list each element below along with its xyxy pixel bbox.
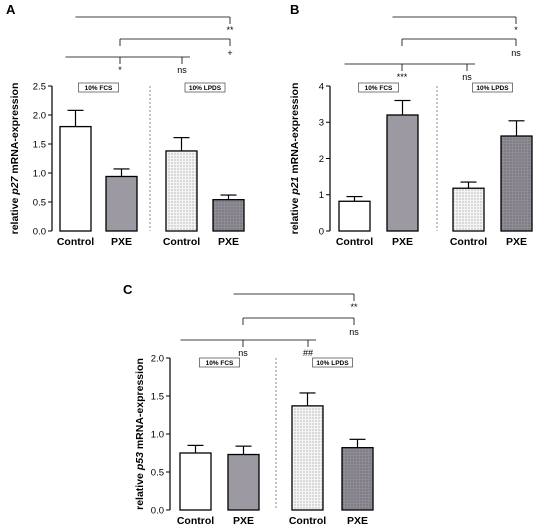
significance-label: **: [226, 25, 234, 35]
category-label: PXE: [218, 236, 239, 248]
category-label: Control: [336, 236, 373, 248]
panel-letter: A: [6, 2, 16, 17]
y-tick-label: 0.0: [151, 505, 164, 516]
category-label: PXE: [506, 236, 527, 248]
y-tick-label: 1.0: [33, 168, 46, 179]
panel-c-chart: C 0.0 0.5 1.0 1.5 2.0 relative p53 mRNA-expres…: [123, 282, 374, 527]
y-axis-label: relative p21 mRNA-expression: [289, 83, 301, 235]
y-tick-label: 0.0: [33, 226, 46, 237]
y-axis-label-part: relative: [289, 195, 301, 235]
condition-label: 10% LPDS: [316, 360, 349, 367]
category-label: Control: [177, 515, 214, 527]
y-tick-label: 3: [319, 118, 324, 129]
category-label: PXE: [347, 515, 368, 527]
bar: [59, 125, 92, 232]
significance-label: ***: [397, 72, 408, 82]
condition-label: 10% LPDS: [189, 85, 222, 92]
bar: [291, 405, 324, 511]
significance-label: ns: [349, 327, 359, 337]
y-tick-label: 1.5: [151, 391, 164, 402]
significance-label: ns: [462, 72, 472, 82]
condition-box: [312, 357, 353, 368]
significance-label: ns: [511, 48, 521, 58]
bar: [165, 150, 198, 232]
category-label: Control: [163, 236, 200, 248]
condition-label: 10% LPDS: [476, 85, 509, 92]
bar: [105, 175, 138, 232]
condition-box: [358, 82, 399, 93]
category-label: PXE: [233, 515, 254, 527]
bar: [500, 135, 533, 232]
y-axis-label-part: mRNA-expression: [9, 83, 21, 177]
bar: [341, 447, 374, 511]
condition-box: [199, 357, 240, 368]
y-axis-label-part: p21: [289, 176, 301, 195]
y-tick-label: 2.5: [33, 81, 46, 92]
significance-label: ns: [238, 348, 248, 358]
y-axis-label-part: p27: [9, 175, 21, 195]
significance-label: ns: [177, 65, 187, 75]
bar: [212, 199, 245, 232]
y-tick-label: 1.0: [151, 429, 164, 440]
panel-a-chart: A 0.0 0.5 1.0 1.5 2.0 2.5 relative p27 mRNA-exp…: [6, 2, 245, 248]
significance-label: +: [227, 48, 232, 58]
y-tick-label: 4: [319, 81, 324, 92]
y-tick-label: 1.5: [33, 139, 46, 150]
category-label: PXE: [111, 236, 132, 248]
bar: [179, 452, 212, 511]
category-label: Control: [289, 515, 326, 527]
y-tick-label: 0.5: [151, 467, 164, 478]
condition-box: [472, 82, 513, 93]
y-axis-label-part: p53: [134, 452, 146, 471]
condition-label: 10% FCS: [206, 360, 234, 367]
bar: [338, 200, 371, 232]
panel-b-chart: B 0 1 2 3 4 relative p21 mRNA-expression 10% FC…: [289, 2, 533, 248]
bar: [227, 453, 260, 511]
panel-letter: C: [123, 282, 133, 297]
y-tick-label: 1: [319, 190, 324, 201]
significance-label: **: [350, 302, 358, 312]
category-label: Control: [57, 236, 94, 248]
y-axis-label: relative p27 mRNA-expression: [9, 83, 21, 235]
y-tick-label: 2.0: [151, 353, 164, 364]
category-label: PXE: [392, 236, 413, 248]
y-tick-label: 2.0: [33, 110, 46, 121]
bar: [452, 187, 485, 232]
condition-label: 10% FCS: [85, 85, 113, 92]
category-label: Control: [450, 236, 487, 248]
condition-label: 10% FCS: [365, 85, 393, 92]
y-axis-label-part: relative: [9, 195, 21, 235]
significance-label: *: [118, 65, 122, 75]
y-axis-label-part: mRNA-expression: [289, 83, 301, 177]
condition-box: [184, 82, 226, 93]
y-axis-label-part: mRNA-expression: [134, 358, 146, 452]
y-tick-label: 0.5: [33, 197, 46, 208]
significance-label: *: [514, 25, 518, 35]
panel-letter: B: [290, 2, 299, 17]
significance-label: ##: [303, 348, 313, 358]
bar: [386, 114, 419, 232]
y-axis-label-part: relative: [134, 470, 146, 510]
condition-box: [78, 82, 119, 93]
y-tick-label: 0: [319, 226, 324, 237]
y-axis-label: relative p53 mRNA-expression: [134, 358, 146, 510]
y-tick-label: 2: [319, 154, 324, 165]
